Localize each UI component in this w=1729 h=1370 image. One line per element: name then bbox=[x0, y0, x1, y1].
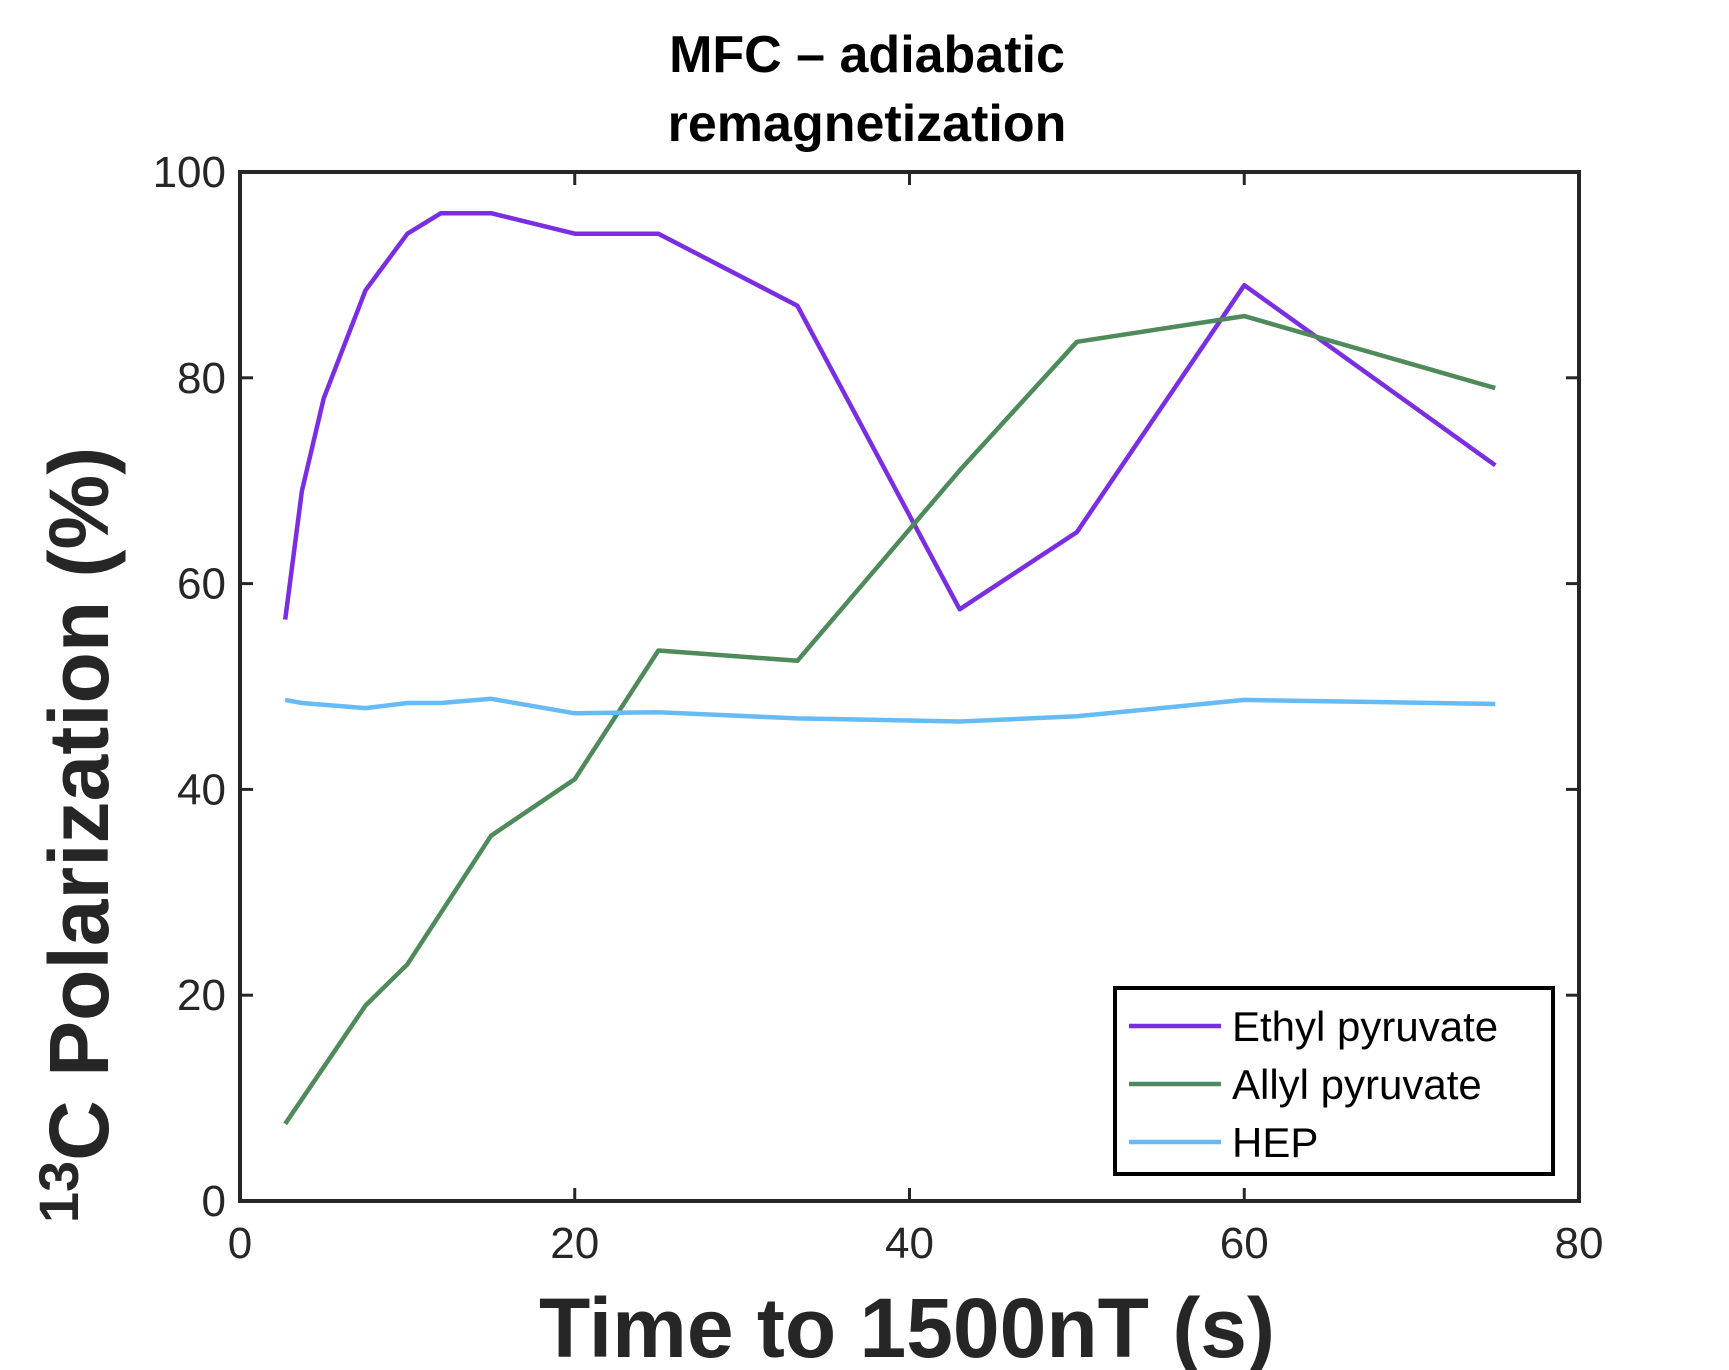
chart-title-line2: remagnetization bbox=[668, 95, 1067, 153]
x-axis-label: Time to 1500nT (s) bbox=[539, 1281, 1275, 1370]
series-line-hep bbox=[284, 696, 1496, 724]
y-axis-label-main: C Polarization (%) bbox=[32, 447, 126, 1161]
y-tick-label: 20 bbox=[177, 971, 226, 1020]
legend-label: Allyl pyruvate bbox=[1232, 1061, 1482, 1108]
y-tick-label: 80 bbox=[177, 354, 226, 403]
x-tick-label: 60 bbox=[1220, 1219, 1269, 1268]
y-tick-label: 0 bbox=[202, 1177, 226, 1226]
y-tick-label: 40 bbox=[177, 765, 226, 814]
legend-label: HEP bbox=[1232, 1119, 1318, 1166]
axes: 0 20 40 60 80 0 20 40 60 80 100 bbox=[153, 148, 1604, 1268]
x-tick-label: 0 bbox=[228, 1219, 252, 1268]
y-axis-label-superscript: 13 bbox=[27, 1161, 90, 1223]
legend: Ethyl pyruvate Allyl pyruvate HEP bbox=[1113, 986, 1555, 1176]
y-tick-label: 60 bbox=[177, 560, 226, 609]
chart-title-line1: MFC – adiabatic bbox=[669, 26, 1065, 84]
y-axis-label: 13C Polarization (%) bbox=[27, 447, 126, 1223]
y-tick-label: 100 bbox=[153, 148, 226, 197]
series-layer bbox=[282, 210, 1497, 1126]
legend-label: Ethyl pyruvate bbox=[1232, 1003, 1498, 1050]
x-tick-label: 40 bbox=[885, 1219, 934, 1268]
x-tick-label: 20 bbox=[550, 1219, 599, 1268]
series-line-ethyl-pyruvate bbox=[282, 210, 1497, 620]
x-tick-label: 80 bbox=[1555, 1219, 1604, 1268]
